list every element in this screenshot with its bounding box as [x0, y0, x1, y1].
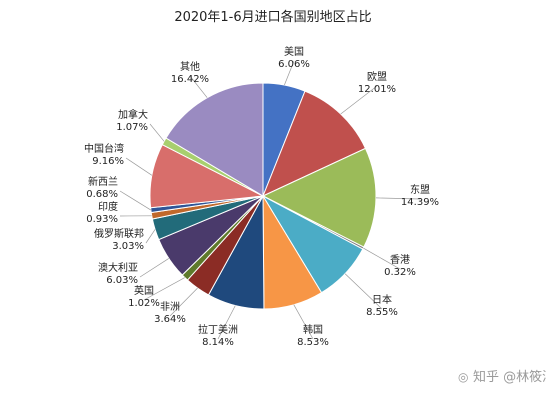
pie-slice-2 — [261, 147, 377, 248]
slice-name-label: 美国 — [284, 45, 304, 58]
leader-line-3 — [363, 247, 401, 270]
leader-line-1 — [340, 85, 378, 115]
leader-line-9 — [139, 258, 169, 278]
slice-name-label: 其他 — [180, 60, 200, 73]
slice-value-label: 0.68% — [86, 189, 118, 200]
pie-slice-15 — [165, 82, 264, 197]
slice-value-label: 8.53% — [297, 337, 329, 348]
leader-line-0 — [284, 60, 295, 86]
leader-line-5 — [293, 304, 314, 340]
slice-name-label: 日本 — [372, 293, 392, 306]
slice-value-label: 8.55% — [366, 307, 398, 318]
slice-name-label: 韩国 — [303, 323, 323, 336]
leader-line-12 — [119, 190, 152, 211]
slice-value-label: 6.03% — [106, 275, 138, 286]
leader-line-2 — [375, 197, 421, 200]
leader-line-7 — [169, 287, 198, 317]
leader-line-15 — [189, 75, 208, 98]
slice-value-label: 16.42% — [171, 74, 209, 85]
slice-labels: 美国6.06%欧盟12.01%东盟14.39%香港0.32%日本8.55%韩国8… — [84, 45, 439, 348]
leader-lines — [119, 60, 421, 340]
slice-value-label: 1.02% — [128, 298, 160, 309]
watermark-text: 知乎 @林筱涵 — [473, 369, 546, 385]
slice-name-label: 澳大利亚 — [98, 261, 138, 274]
slice-name-label: 俄罗斯联邦 — [94, 227, 144, 240]
leader-line-14 — [149, 123, 165, 142]
leader-line-10 — [145, 229, 156, 244]
slice-name-label: 拉丁美洲 — [198, 323, 238, 336]
slice-value-label: 3.03% — [112, 241, 144, 252]
slice-value-label: 12.01% — [358, 84, 396, 95]
leader-line-4 — [344, 273, 383, 310]
slice-name-label: 加拿大 — [118, 108, 148, 121]
leader-line-13 — [125, 157, 153, 176]
slice-value-label: 0.93% — [86, 214, 118, 225]
slice-name-label: 东盟 — [410, 183, 430, 196]
slice-name-label: 印度 — [98, 200, 118, 213]
pie-slices — [149, 82, 377, 310]
slice-name-label: 新西兰 — [88, 175, 118, 188]
slice-name-label: 欧盟 — [367, 71, 387, 83]
slice-name-label: 非洲 — [160, 301, 180, 313]
slice-value-label: 6.06% — [278, 59, 310, 70]
slice-name-label: 英国 — [134, 284, 154, 297]
slice-value-label: 8.14% — [202, 337, 234, 348]
leader-line-6 — [217, 305, 236, 340]
slice-name-label: 中国台湾 — [84, 142, 124, 155]
chart-title: 2020年1-6月进口各国别地区占比 — [174, 10, 372, 25]
slice-name-label: 香港 — [390, 254, 410, 266]
leader-line-8 — [143, 277, 185, 301]
slice-value-label: 1.07% — [116, 122, 148, 133]
slice-value-label: 3.64% — [154, 314, 186, 325]
watermark: ◎ 知乎 @林筱涵 — [458, 369, 546, 385]
slice-value-label: 14.39% — [401, 197, 439, 208]
slice-value-label: 0.32% — [384, 267, 416, 278]
camera-icon: ◎ — [458, 370, 468, 384]
slice-value-label: 9.16% — [92, 156, 124, 167]
